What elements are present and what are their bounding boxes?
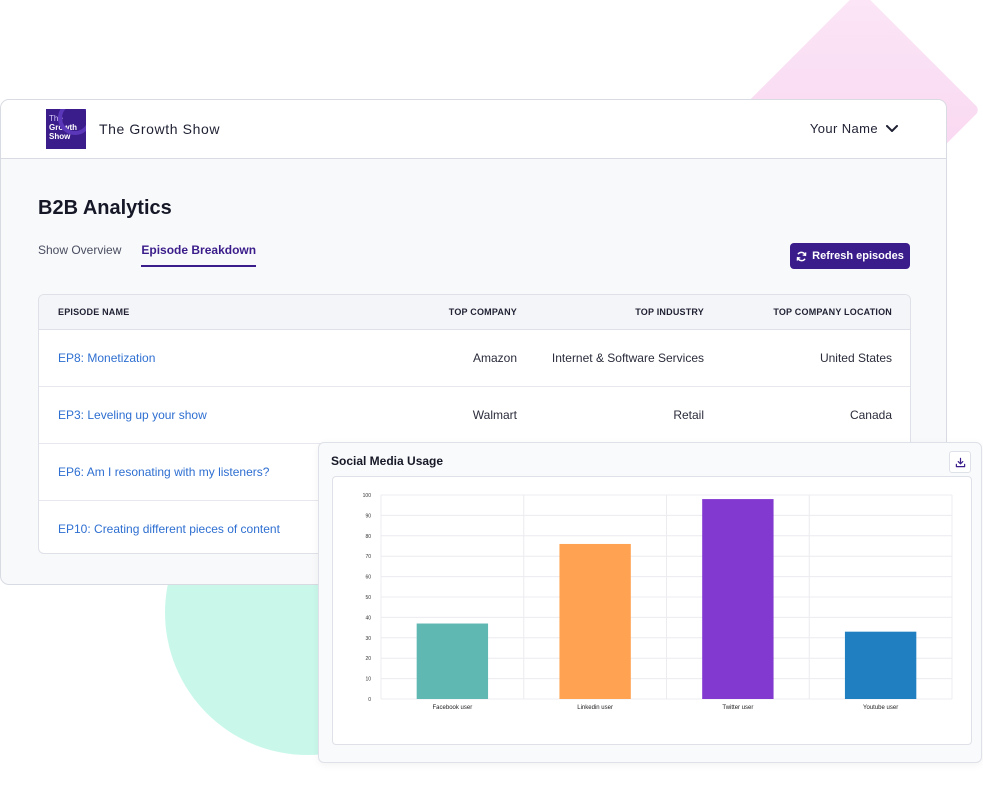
y-tick-label: 60 xyxy=(365,575,371,581)
bar-chart-svg: 0 10 20 30 40 50 60 70 80 90 100 Facebook user Linke… xyxy=(363,493,953,711)
x-category-label: Facebook user xyxy=(433,705,473,711)
bar-facebook-user xyxy=(416,623,489,699)
x-category-label: Youtube user xyxy=(863,705,898,711)
header-top-industry[interactable]: TOP INDUSTRY xyxy=(635,307,704,317)
top-company: Walmart xyxy=(472,408,517,422)
show-logo[interactable]: The Growth Show xyxy=(46,109,86,149)
bar-twitter-user xyxy=(702,499,774,699)
user-name: Your Name xyxy=(809,121,878,136)
refresh-episodes-button[interactable]: Refresh episodes xyxy=(790,243,910,269)
refresh-icon xyxy=(796,251,807,261)
top-company-location: Canada xyxy=(849,408,892,422)
table-row: EP8: Monetization Amazon Internet & Soft… xyxy=(39,330,910,387)
x-category-label: Linkedin user xyxy=(577,705,613,711)
top-company: Amazon xyxy=(472,351,517,365)
top-industry: Internet & Software Services xyxy=(551,351,704,365)
y-tick-label: 40 xyxy=(365,615,371,621)
episode-link[interactable]: EP6: Am I resonating with my listeners? xyxy=(58,465,270,479)
social-media-usage-card: Social Media Usage 0 10 20 30 40 50 60 70 80 90 10… xyxy=(318,442,982,763)
table-header: EPISODE NAME TOP COMPANY TOP INDUSTRY TO… xyxy=(39,295,910,330)
bar-linkedin-user xyxy=(559,543,631,699)
bar-youtube-user xyxy=(844,631,917,699)
tab-episode-breakdown[interactable]: Episode Breakdown xyxy=(141,243,257,267)
page-title: B2B Analytics xyxy=(38,197,172,219)
header-episode-name[interactable]: EPISODE NAME xyxy=(58,307,130,317)
y-tick-label: 100 xyxy=(363,493,372,499)
y-tick-label: 50 xyxy=(365,595,371,601)
y-tick-label: 20 xyxy=(365,656,371,662)
logo-line-1: The xyxy=(49,114,63,123)
app-header: The Growth Show The Growth Show Your Nam… xyxy=(1,100,946,159)
table-row: EP10: Creating different pieces of conte… xyxy=(39,501,910,553)
download-button[interactable] xyxy=(949,451,971,473)
refresh-episodes-label: Refresh episodes xyxy=(812,250,904,262)
logo-ring-icon xyxy=(58,109,86,135)
show-title: The Growth Show xyxy=(99,121,221,137)
chevron-down-icon xyxy=(886,124,898,132)
y-tick-label: 0 xyxy=(368,697,371,703)
chart-title: Social Media Usage xyxy=(331,454,444,468)
header-top-company[interactable]: TOP COMPANY xyxy=(448,307,517,317)
logo-line-3: Show xyxy=(49,132,71,141)
top-industry: Retail xyxy=(673,408,704,422)
download-icon xyxy=(955,457,965,467)
y-tick-label: 30 xyxy=(365,636,371,642)
y-tick-label: 80 xyxy=(365,534,371,540)
header-top-company-location[interactable]: TOP COMPANY LOCATION xyxy=(773,307,892,317)
y-tick-label: 10 xyxy=(365,677,371,683)
top-company-location: United States xyxy=(819,351,892,365)
y-tick-label: 70 xyxy=(365,554,371,560)
tab-bar: Show Overview Episode Breakdown xyxy=(38,243,257,267)
episode-link[interactable]: EP3: Leveling up your show xyxy=(58,408,207,422)
x-category-label: Twitter user xyxy=(722,705,753,711)
user-menu[interactable]: Your Name xyxy=(810,121,898,136)
tab-show-overview[interactable]: Show Overview xyxy=(38,243,122,257)
y-tick-label: 90 xyxy=(365,513,371,519)
episode-link[interactable]: EP8: Monetization xyxy=(58,351,156,365)
bar-chart: 0 10 20 30 40 50 60 70 80 90 100 Facebook user Linke… xyxy=(332,476,972,745)
episode-link[interactable]: EP10: Creating different pieces of conte… xyxy=(58,522,280,536)
table-row: EP3: Leveling up your show Walmart Retai… xyxy=(39,387,910,444)
